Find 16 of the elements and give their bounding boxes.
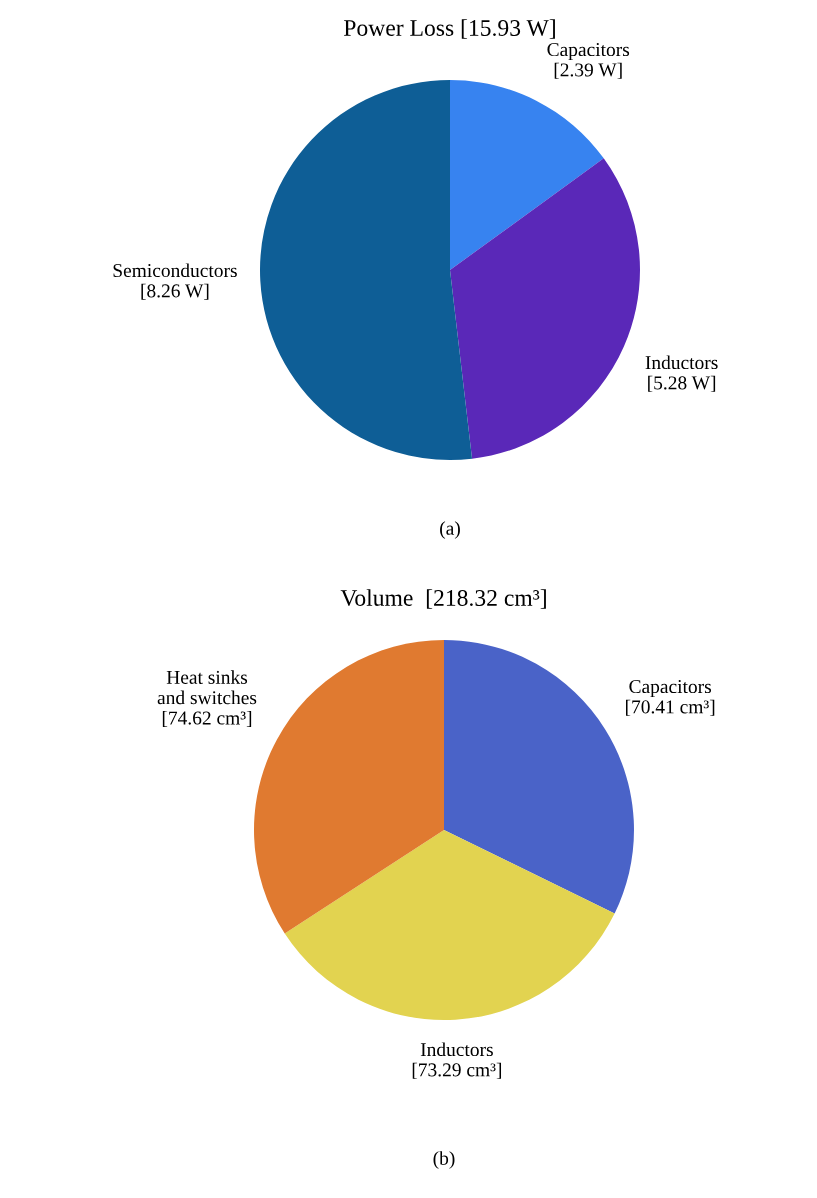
text: (b) xyxy=(433,1151,455,1169)
data-label: [2.39 W] xyxy=(554,62,622,79)
slice-label: Capacitors xyxy=(547,43,630,61)
data-label: [8.26 W] xyxy=(141,283,209,300)
slice-label: Inductors xyxy=(645,355,718,370)
text: (a) xyxy=(440,521,460,539)
chart-title: Power Loss [15.93 W] xyxy=(344,19,555,39)
data-label: [74.62 cm³] xyxy=(162,710,252,727)
slice-label: Heat sinks and switches xyxy=(157,670,257,705)
slice-label: Capacitors xyxy=(629,680,712,698)
data-label: [70.41 cm³] xyxy=(626,699,715,716)
data-label: [5.28 W] xyxy=(648,375,716,392)
data-label: [73.29 cm³] xyxy=(412,1062,502,1079)
slice-label: Inductors xyxy=(420,1042,493,1057)
slice-label: Semiconductors xyxy=(113,263,237,278)
chart-title: Volume [218.32 cm³] xyxy=(340,589,546,609)
